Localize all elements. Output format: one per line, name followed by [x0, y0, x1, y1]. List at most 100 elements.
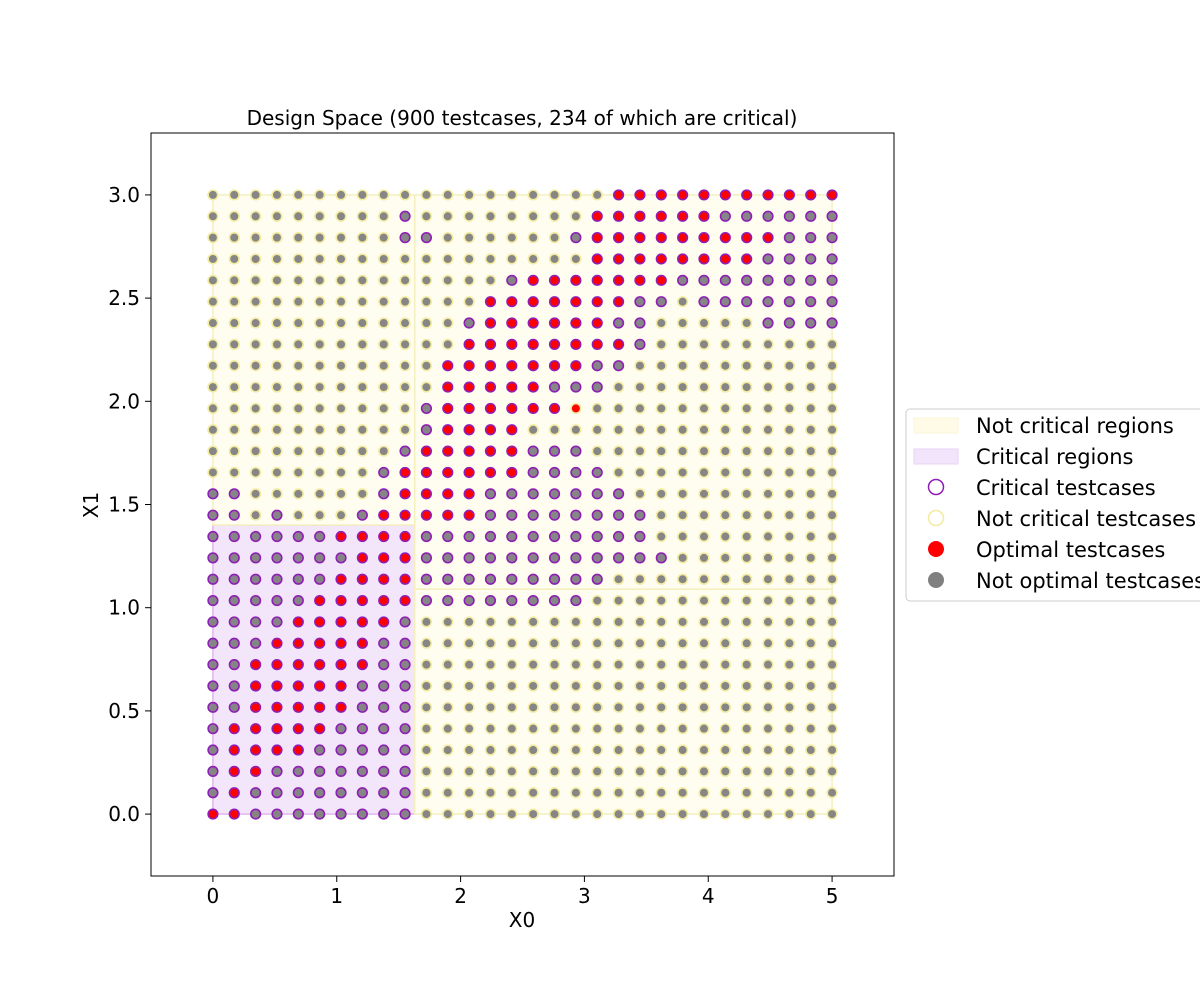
testcase-point: [463, 552, 475, 564]
testcase-point: [463, 488, 475, 500]
testcase-point: [207, 424, 219, 436]
testcase-point: [292, 402, 304, 415]
testcase-point: [783, 530, 795, 543]
testcase-point: [634, 808, 646, 820]
testcase-point: [484, 723, 497, 735]
testcase-point: [442, 296, 454, 308]
testcase-point: [612, 723, 625, 735]
testcase-point: [719, 360, 731, 372]
testcase-point: [527, 253, 539, 265]
testcase-point: [506, 232, 518, 244]
testcase-point: [335, 509, 347, 521]
legend-label-critical-testcases: Critical testcases: [976, 476, 1156, 500]
testcase-point: [484, 253, 497, 265]
testcase-point: [271, 189, 283, 201]
testcase-point: [420, 317, 433, 329]
testcase-point: [548, 659, 561, 671]
testcase-point: [719, 189, 731, 201]
testcase-point: [762, 530, 774, 543]
testcase-point: [741, 232, 753, 244]
testcase-point: [420, 616, 433, 628]
testcase-point: [548, 424, 561, 436]
testcase-point: [677, 659, 689, 671]
testcase-point: [634, 744, 646, 756]
testcase-point: [314, 765, 326, 777]
testcase-point: [741, 360, 753, 372]
testcase-point: [463, 445, 475, 457]
testcase-point: [548, 680, 561, 692]
testcase-point: [250, 616, 262, 628]
legend-swatch-not-critical-regions: [913, 417, 959, 434]
testcase-point: [826, 274, 838, 286]
testcase-point: [378, 552, 390, 564]
testcase-point: [378, 210, 390, 222]
testcase-point: [698, 488, 710, 500]
testcase-point: [762, 317, 774, 329]
testcase-point: [250, 701, 262, 713]
testcase-point: [228, 573, 240, 585]
testcase-point: [762, 701, 774, 713]
x-tick-label: 0: [207, 884, 220, 908]
testcase-point: [677, 552, 689, 564]
testcase-point: [677, 466, 689, 479]
testcase-point: [570, 808, 582, 820]
testcase-point: [356, 488, 368, 500]
testcase-point: [420, 552, 433, 564]
testcase-point: [591, 808, 603, 820]
testcase-point: [378, 594, 390, 607]
testcase-point: [442, 659, 454, 671]
testcase-point: [484, 424, 497, 436]
testcase-point: [463, 253, 475, 265]
testcase-point: [228, 317, 240, 329]
testcase-point: [719, 210, 731, 222]
testcase-point: [548, 701, 561, 713]
testcase-point: [783, 317, 795, 329]
testcase-point: [484, 594, 497, 607]
testcase-point: [570, 189, 582, 201]
testcase-point: [207, 253, 219, 265]
testcase-point: [826, 701, 838, 713]
testcase-point: [399, 253, 411, 265]
testcase-point: [228, 701, 240, 713]
testcase-point: [484, 296, 497, 308]
testcase-point: [612, 317, 625, 329]
testcase-point: [762, 659, 774, 671]
testcase-point: [484, 616, 497, 628]
testcase-point: [719, 296, 731, 308]
testcase-point: [506, 552, 518, 564]
testcase-point: [548, 765, 561, 777]
testcase-point: [228, 360, 240, 372]
testcase-point: [783, 723, 795, 735]
testcase-point: [570, 402, 582, 415]
testcase-point: [612, 530, 625, 543]
testcase-point: [442, 360, 454, 372]
testcase-point: [677, 680, 689, 692]
testcase-point: [399, 552, 411, 564]
testcase-point: [570, 637, 582, 649]
testcase-point: [527, 189, 539, 201]
testcase-point: [271, 637, 283, 649]
testcase-point: [228, 723, 240, 735]
testcase-point: [463, 787, 475, 799]
testcase-point: [548, 744, 561, 756]
testcase-point: [420, 360, 433, 372]
testcase-point: [805, 274, 817, 286]
testcase-point: [356, 189, 368, 201]
testcase-point: [591, 402, 603, 415]
testcase-point: [741, 317, 753, 329]
testcase-point: [506, 381, 518, 393]
testcase-point: [314, 701, 326, 713]
testcase-point: [762, 744, 774, 756]
testcase-point: [719, 253, 731, 265]
testcase-point: [527, 381, 539, 393]
testcase-point: [399, 680, 411, 692]
testcase-point: [741, 424, 753, 436]
testcase-point: [634, 402, 646, 415]
testcase-point: [634, 466, 646, 479]
testcase-point: [463, 509, 475, 521]
testcase-point: [356, 680, 368, 692]
testcase-point: [314, 189, 326, 201]
testcase-point: [506, 317, 518, 329]
testcase-point: [207, 381, 219, 393]
testcase-point: [698, 189, 710, 201]
